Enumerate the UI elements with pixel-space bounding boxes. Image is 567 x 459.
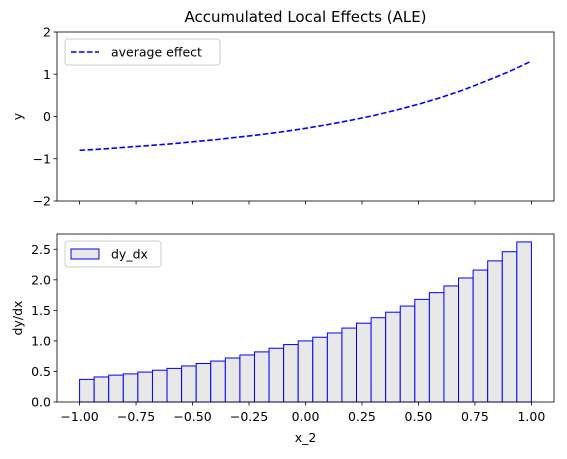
x-axis-label: x_2 — [295, 430, 317, 445]
bar — [122, 373, 139, 403]
bottom-y-axis-label: dy/dx — [10, 301, 25, 336]
x-tick-label: −0.50 — [173, 409, 211, 424]
top-legend: average effect — [64, 38, 221, 66]
bar — [516, 241, 532, 403]
bar — [239, 354, 255, 403]
bar — [312, 336, 328, 403]
bar — [210, 360, 226, 403]
bar — [224, 357, 241, 403]
y-tick-label: −2 — [33, 194, 51, 209]
bar — [93, 376, 110, 403]
y-tick-label: 2 — [43, 25, 51, 40]
bottom-legend: dy_dx — [64, 240, 162, 268]
y-tick-label: 0 — [43, 109, 51, 124]
x-tick-label: 0.75 — [461, 409, 489, 424]
bar — [356, 322, 372, 403]
y-tick-label: 2.5 — [31, 242, 51, 257]
bar — [297, 340, 314, 403]
legend-swatch-dy-dx — [70, 248, 100, 260]
bar — [283, 344, 299, 403]
bar — [428, 292, 445, 403]
bar — [108, 374, 124, 403]
bar — [195, 363, 212, 403]
legend-label-average-effect: average effect — [111, 45, 202, 60]
x-tick-label: −0.25 — [230, 409, 268, 424]
bottom-legend-box — [64, 240, 162, 268]
bar — [458, 277, 474, 403]
bar — [79, 378, 95, 403]
bar — [472, 269, 489, 403]
bar — [341, 327, 358, 403]
chart-title: Accumulated Local Effects (ALE) — [184, 8, 426, 26]
bar — [501, 251, 518, 403]
bar — [487, 260, 503, 403]
x-tick-label: 0.00 — [292, 409, 320, 424]
x-tick-label: −1.00 — [60, 409, 98, 424]
top-y-axis-label: y — [10, 112, 25, 120]
series-line-average-effect — [79, 60, 532, 152]
x-tick-label: 0.25 — [348, 409, 376, 424]
y-tick-label: 0.0 — [31, 395, 51, 410]
bar — [253, 351, 270, 403]
y-tick-label: −1 — [33, 151, 51, 166]
x-tick-label: 1.00 — [517, 409, 545, 424]
bar — [443, 285, 460, 403]
bar — [151, 369, 168, 403]
bar — [370, 317, 387, 403]
x-tick-label: −0.75 — [117, 409, 155, 424]
bar — [166, 367, 183, 403]
bar — [137, 371, 153, 403]
top-legend-box — [64, 38, 221, 66]
bar — [268, 347, 285, 403]
y-tick-label: 1 — [43, 67, 51, 82]
y-tick-label: 2.0 — [31, 272, 51, 287]
bar — [399, 305, 416, 403]
y-tick-label: 0.5 — [31, 364, 51, 379]
x-tick-label: 0.50 — [405, 409, 433, 424]
y-tick-label: 1.5 — [31, 303, 51, 318]
ale-line-panel: Accumulated Local Effects (ALE) −2−1012 … — [10, 8, 555, 209]
dydx-bar-panel: 0.0 0.5 1.0 1.5 2.0 2.5 −1.00 −0.75 −0.50 −0.25 0… — [10, 233, 555, 445]
bar — [181, 365, 197, 403]
bar — [326, 332, 343, 403]
bar — [385, 311, 401, 403]
legend-label-dy-dx: dy_dx — [111, 247, 148, 262]
y-tick-label: 1.0 — [31, 333, 51, 348]
bar — [414, 298, 430, 403]
